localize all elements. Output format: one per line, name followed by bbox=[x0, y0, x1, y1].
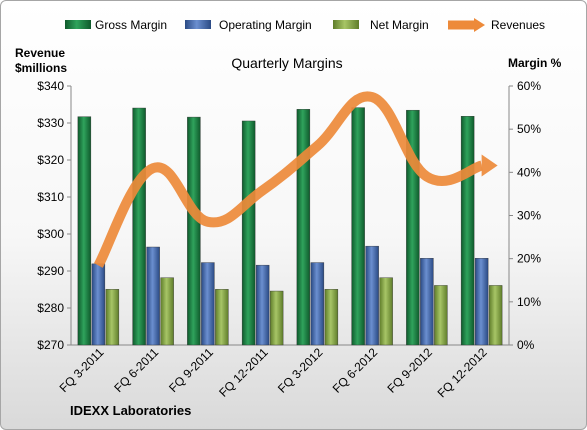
right-tick-label: 10% bbox=[517, 295, 541, 309]
x-tick-label: FQ 6-2012 bbox=[330, 345, 381, 396]
x-tick-label: FQ 9-2011 bbox=[166, 345, 216, 395]
bar-net-margin bbox=[215, 289, 229, 346]
bar-operating-margin bbox=[255, 264, 270, 346]
bar-operating-margin bbox=[201, 262, 215, 346]
right-axis-ticks: 0% 10% 20% 30% 40% 50% 60% bbox=[509, 79, 541, 352]
left-tick-label: $340 bbox=[37, 79, 64, 93]
left-tick-label: $270 bbox=[37, 338, 64, 352]
footer-label: IDEXX Laboratories bbox=[70, 403, 191, 418]
left-tick-label: $320 bbox=[37, 153, 64, 167]
revenue-arrowhead bbox=[481, 154, 498, 177]
bar-operating-margin bbox=[365, 245, 379, 346]
revenue-line-layer bbox=[93, 91, 498, 268]
right-tick-label: 60% bbox=[517, 79, 541, 93]
bar-gross-margin bbox=[77, 116, 92, 346]
y-left-label-line2: $millions bbox=[15, 61, 67, 75]
bar-net-margin bbox=[488, 285, 503, 346]
legend: Gross Margin Operating Margin Net Margin… bbox=[65, 18, 545, 32]
revenue-line bbox=[93, 91, 484, 268]
bar-gross-margin bbox=[241, 120, 256, 346]
bar-operating-margin bbox=[146, 246, 160, 346]
bar-net-margin bbox=[269, 290, 284, 346]
y-right-label: Margin % bbox=[508, 56, 562, 70]
legend-swatch-operating-margin bbox=[185, 20, 211, 29]
legend-label-operating-margin: Operating Margin bbox=[219, 18, 312, 32]
legend-label-gross-margin: Gross Margin bbox=[95, 18, 167, 32]
bar-gross-margin bbox=[460, 116, 475, 346]
x-axis-labels: FQ 3-2011 FQ 6-2011 FQ 9-2011 FQ 12-2011 FQ … bbox=[57, 345, 490, 400]
bar-net-margin bbox=[324, 289, 339, 346]
left-tick-label: $290 bbox=[37, 264, 64, 278]
right-tick-label: 50% bbox=[517, 122, 541, 136]
bar-operating-margin bbox=[91, 263, 106, 346]
x-tick-label: FQ 3-2012 bbox=[275, 345, 326, 396]
x-tick-label: FQ 9-2012 bbox=[385, 345, 436, 396]
right-tick-label: 0% bbox=[517, 338, 535, 352]
legend-label-net-margin: Net Margin bbox=[370, 18, 429, 32]
y-left-label-line1: Revenue bbox=[15, 46, 65, 60]
chart-title: Quarterly Margins bbox=[231, 55, 342, 71]
bar-operating-margin bbox=[474, 258, 489, 346]
bar-net-margin bbox=[160, 277, 174, 346]
right-tick-label: 30% bbox=[517, 209, 541, 223]
legend-swatch-gross-margin bbox=[65, 20, 91, 29]
x-tick-label: FQ 12-2011 bbox=[216, 345, 271, 400]
bar-operating-margin bbox=[310, 262, 325, 346]
x-tick-label: FQ 3-2011 bbox=[57, 345, 107, 395]
left-tick-label: $310 bbox=[37, 190, 64, 204]
bar-gross-margin bbox=[351, 107, 365, 346]
left-axis-ticks: $270 $280 $290 $300 $310 $320 $330 $340 bbox=[37, 79, 71, 352]
legend-label-revenues: Revenues bbox=[491, 18, 545, 32]
bar-net-margin bbox=[434, 285, 448, 346]
bar-net-margin bbox=[379, 277, 393, 346]
legend-arrow-revenues bbox=[474, 18, 485, 32]
bars bbox=[77, 107, 503, 346]
right-tick-label: 20% bbox=[517, 252, 541, 266]
right-tick-label: 40% bbox=[517, 165, 541, 179]
bar-gross-margin bbox=[296, 109, 311, 346]
x-tick-label: FQ 6-2011 bbox=[111, 345, 161, 395]
bar-gross-margin bbox=[132, 107, 146, 346]
left-tick-label: $300 bbox=[37, 227, 64, 241]
bar-gross-margin bbox=[187, 116, 201, 346]
left-tick-label: $330 bbox=[37, 116, 64, 130]
legend-swatch-net-margin bbox=[333, 20, 359, 29]
x-tick-label: FQ 12-2012 bbox=[435, 345, 490, 400]
bar-net-margin bbox=[105, 289, 120, 346]
bar-operating-margin bbox=[420, 258, 434, 346]
left-tick-label: $280 bbox=[37, 301, 64, 315]
